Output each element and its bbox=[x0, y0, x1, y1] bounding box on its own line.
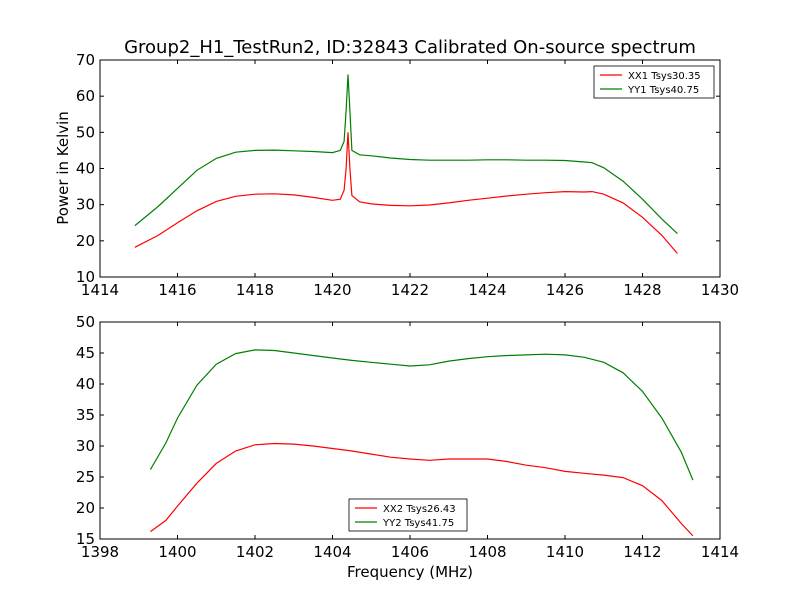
series-line-yy bbox=[149, 349, 694, 481]
x-tick-label: 1406 bbox=[391, 543, 429, 561]
y-axis-label: Power in Kelvin bbox=[54, 111, 72, 225]
series-line-xx bbox=[150, 442, 694, 537]
y-tick-label: 45 bbox=[76, 344, 95, 362]
legend: XX1 Tsys30.35 YY1 Tsys40.75 bbox=[593, 65, 715, 99]
chart-title: Group2_H1_TestRun2, ID:32843 Calibrated … bbox=[124, 37, 696, 58]
y-tick-label: 30 bbox=[76, 437, 95, 455]
y-tick-label: 25 bbox=[76, 468, 95, 486]
y-tick-label: 40 bbox=[76, 375, 95, 393]
y-tick-label: 35 bbox=[76, 406, 95, 424]
legend-label: XX2 Tsys26.43 bbox=[383, 504, 456, 515]
x-tick-label: 1404 bbox=[313, 543, 351, 561]
x-tick-label: 1414 bbox=[701, 543, 739, 561]
x-tick-label: 1414 bbox=[81, 281, 119, 299]
y-tick-label: 30 bbox=[76, 196, 95, 214]
legend: XX2 Tsys26.43 YY2 Tsys41.75 bbox=[348, 498, 468, 532]
x-tick-label: 1422 bbox=[391, 281, 429, 299]
x-tick-label: 1424 bbox=[468, 281, 506, 299]
y-tick-label: 10 bbox=[76, 268, 95, 286]
x-tick-label: 1418 bbox=[236, 281, 274, 299]
y-tick-label: 40 bbox=[76, 160, 95, 178]
y-tick-label: 50 bbox=[76, 123, 95, 141]
y-tick-label: 20 bbox=[76, 232, 95, 250]
x-tick-label: 1430 bbox=[701, 281, 739, 299]
top-panel: 1414 1416 1418 1420 1422 1424 1426 1428 1430 10 20… bbox=[76, 51, 739, 299]
x-tick-label: 1428 bbox=[623, 281, 661, 299]
legend-label: YY1 Tsys40.75 bbox=[627, 85, 699, 96]
x-tick-label: 1416 bbox=[158, 281, 196, 299]
x-tick-label: 1412 bbox=[623, 543, 661, 561]
series-line-xx bbox=[134, 132, 678, 254]
x-tick-label: 1400 bbox=[158, 543, 196, 561]
legend-label: YY2 Tsys41.75 bbox=[382, 518, 454, 529]
legend-label: XX1 Tsys30.35 bbox=[628, 71, 701, 82]
y-tick-label: 20 bbox=[76, 499, 95, 517]
x-tick-label: 1408 bbox=[468, 543, 506, 561]
x-tick-label: 1398 bbox=[81, 543, 119, 561]
x-axis-label: Frequency (MHz) bbox=[347, 563, 473, 581]
x-tick-label: 1426 bbox=[546, 281, 584, 299]
legend-box bbox=[593, 65, 715, 99]
y-tick-label: 70 bbox=[76, 51, 95, 69]
x-tick-label: 1402 bbox=[236, 543, 274, 561]
bottom-panel: 1398 1400 1402 1404 1406 1408 1410 1412 1414 15 20… bbox=[76, 313, 739, 561]
legend-box bbox=[348, 498, 468, 532]
y-tick-label: 60 bbox=[76, 87, 95, 105]
x-tick-label: 1410 bbox=[546, 543, 584, 561]
x-tick-label: 1420 bbox=[313, 281, 351, 299]
y-tick-label: 15 bbox=[76, 530, 95, 548]
y-tick-label: 50 bbox=[76, 313, 95, 331]
series-line-yy bbox=[134, 74, 678, 235]
